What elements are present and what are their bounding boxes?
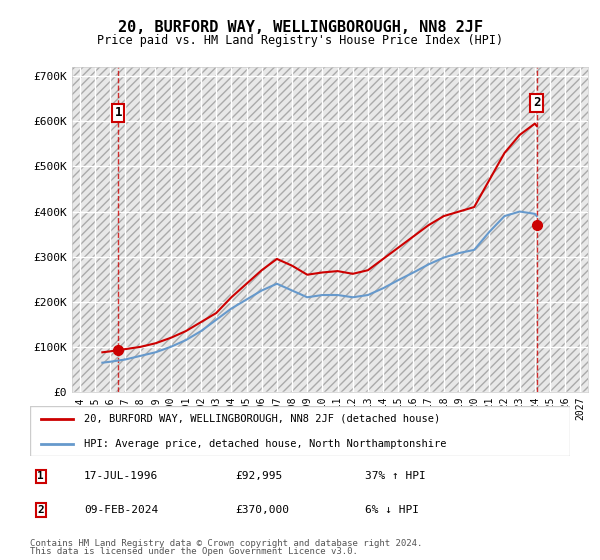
Text: 2: 2 bbox=[37, 505, 44, 515]
Text: This data is licensed under the Open Government Licence v3.0.: This data is licensed under the Open Gov… bbox=[30, 548, 358, 557]
Text: 09-FEB-2024: 09-FEB-2024 bbox=[84, 505, 158, 515]
FancyBboxPatch shape bbox=[30, 406, 570, 456]
Text: 20, BURFORD WAY, WELLINGBOROUGH, NN8 2JF (detached house): 20, BURFORD WAY, WELLINGBOROUGH, NN8 2JF… bbox=[84, 414, 440, 423]
Text: 1: 1 bbox=[37, 472, 44, 482]
Text: 20, BURFORD WAY, WELLINGBOROUGH, NN8 2JF: 20, BURFORD WAY, WELLINGBOROUGH, NN8 2JF bbox=[118, 20, 482, 35]
Text: 37% ↑ HPI: 37% ↑ HPI bbox=[365, 472, 425, 482]
Text: Contains HM Land Registry data © Crown copyright and database right 2024.: Contains HM Land Registry data © Crown c… bbox=[30, 539, 422, 548]
Text: 17-JUL-1996: 17-JUL-1996 bbox=[84, 472, 158, 482]
Text: HPI: Average price, detached house, North Northamptonshire: HPI: Average price, detached house, Nort… bbox=[84, 439, 446, 449]
Text: 1: 1 bbox=[115, 106, 122, 119]
Text: £370,000: £370,000 bbox=[235, 505, 289, 515]
Text: 6% ↓ HPI: 6% ↓ HPI bbox=[365, 505, 419, 515]
Text: 2: 2 bbox=[533, 96, 541, 109]
Text: Price paid vs. HM Land Registry's House Price Index (HPI): Price paid vs. HM Land Registry's House … bbox=[97, 34, 503, 46]
Text: £92,995: £92,995 bbox=[235, 472, 283, 482]
